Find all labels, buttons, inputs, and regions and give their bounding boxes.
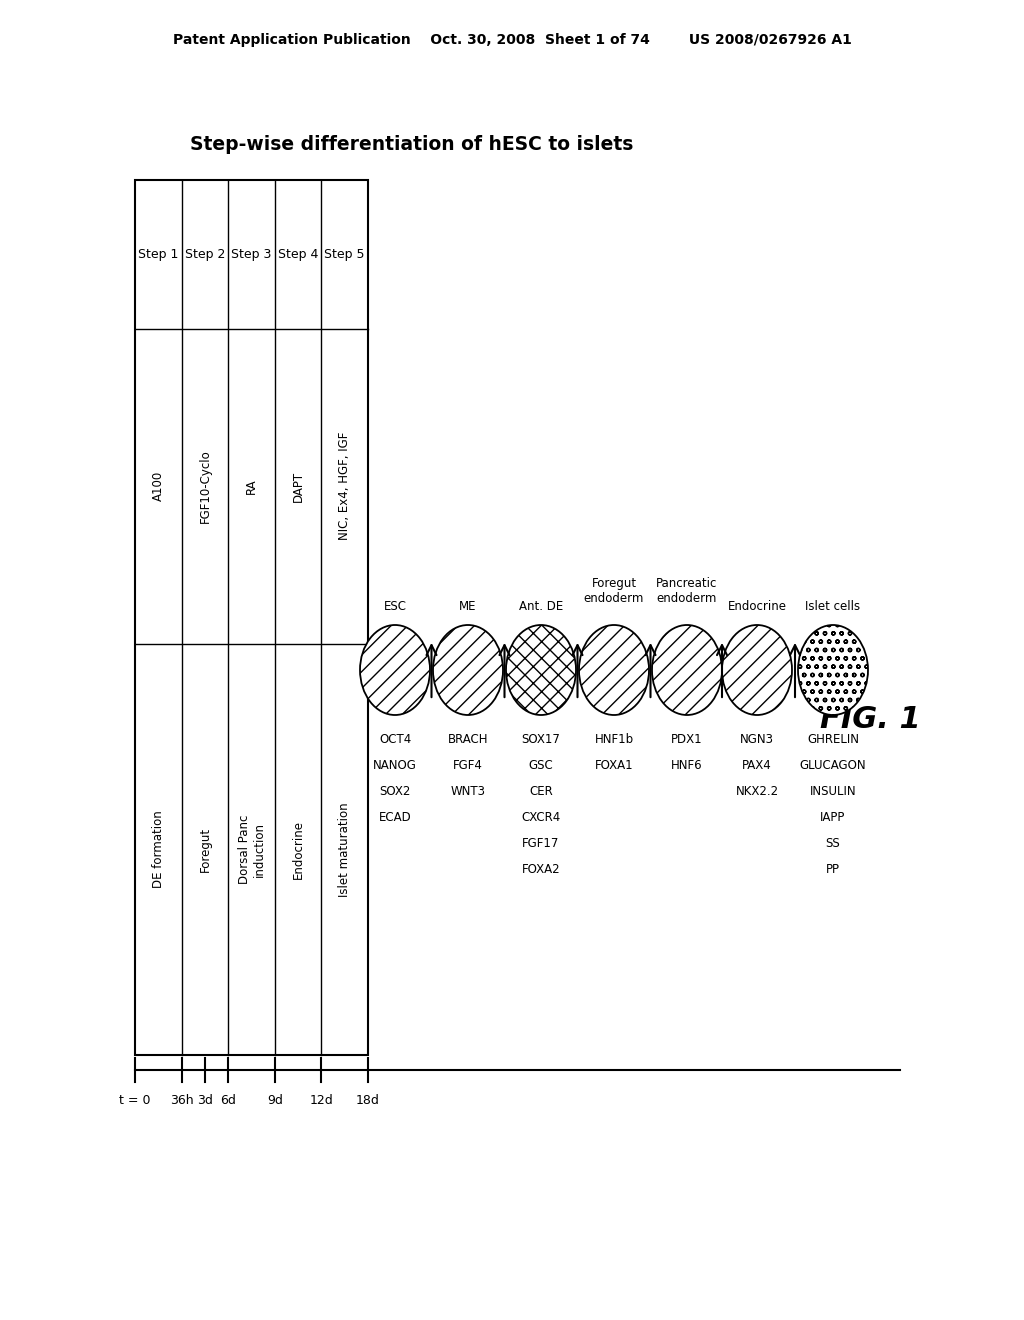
Text: ME: ME [459,601,477,612]
Text: 18d: 18d [356,1094,380,1107]
Text: 12d: 12d [309,1094,333,1107]
Text: Foregut
endoderm: Foregut endoderm [584,577,644,605]
Text: RA: RA [245,478,258,494]
Text: 3d: 3d [197,1094,213,1107]
Text: 36h: 36h [170,1094,194,1107]
Text: PP: PP [826,863,840,876]
Text: Step 5: Step 5 [325,248,365,261]
Text: SS: SS [825,837,841,850]
Text: NGN3: NGN3 [740,733,774,746]
Text: Islet maturation: Islet maturation [338,803,351,896]
Text: NIC, Ex4, HGF, IGF: NIC, Ex4, HGF, IGF [338,432,351,540]
Text: Foregut: Foregut [199,826,211,873]
Text: PDX1: PDX1 [671,733,702,746]
Ellipse shape [579,624,649,715]
Text: ESC: ESC [384,601,407,612]
Text: GHRELIN: GHRELIN [807,733,859,746]
Text: OCT4: OCT4 [379,733,411,746]
Text: HNF6: HNF6 [671,759,702,772]
Text: WNT3: WNT3 [451,785,485,799]
Text: NKX2.2: NKX2.2 [735,785,778,799]
Text: Dorsal Panc
induction: Dorsal Panc induction [238,814,265,884]
Ellipse shape [433,624,503,715]
Text: FGF4: FGF4 [453,759,483,772]
Text: 6d: 6d [220,1094,237,1107]
Text: Step 1: Step 1 [138,248,178,261]
Text: CER: CER [529,785,553,799]
Text: Islet cells: Islet cells [806,601,860,612]
Text: GLUCAGON: GLUCAGON [800,759,866,772]
Text: INSULIN: INSULIN [810,785,856,799]
Text: FGF17: FGF17 [522,837,560,850]
Text: Patent Application Publication    Oct. 30, 2008  Sheet 1 of 74        US 2008/02: Patent Application Publication Oct. 30, … [173,33,851,48]
Ellipse shape [506,624,575,715]
Text: Pancreatic
endoderm: Pancreatic endoderm [656,577,718,605]
Text: t = 0: t = 0 [119,1094,151,1107]
Text: Step 2: Step 2 [184,248,225,261]
Text: 9d: 9d [267,1094,283,1107]
Ellipse shape [360,624,430,715]
Text: Step 3: Step 3 [231,248,271,261]
Text: FIG. 1: FIG. 1 [819,705,921,734]
Text: FGF10-Cyclo: FGF10-Cyclo [199,449,211,523]
Text: PAX4: PAX4 [742,759,772,772]
Text: A100: A100 [152,471,165,502]
Text: CXCR4: CXCR4 [521,810,560,824]
Text: FOXA2: FOXA2 [521,863,560,876]
Ellipse shape [652,624,722,715]
Text: IAPP: IAPP [820,810,846,824]
Text: FOXA1: FOXA1 [595,759,633,772]
Ellipse shape [722,624,792,715]
Text: DAPT: DAPT [292,471,304,502]
Text: GSC: GSC [528,759,553,772]
Text: DE formation: DE formation [152,810,165,888]
Text: Step-wise differentiation of hESC to islets: Step-wise differentiation of hESC to isl… [190,136,634,154]
Text: SOX2: SOX2 [379,785,411,799]
Text: ECAD: ECAD [379,810,412,824]
Text: SOX17: SOX17 [521,733,560,746]
Ellipse shape [798,624,868,715]
Text: Step 4: Step 4 [278,248,318,261]
Bar [135,180,368,1055]
Text: Endocrine: Endocrine [727,601,786,612]
Text: NANOG: NANOG [373,759,417,772]
Text: BRACH: BRACH [447,733,488,746]
Text: Ant. DE: Ant. DE [519,601,563,612]
Text: Endocrine: Endocrine [292,820,304,879]
Text: HNF1b: HNF1b [595,733,634,746]
